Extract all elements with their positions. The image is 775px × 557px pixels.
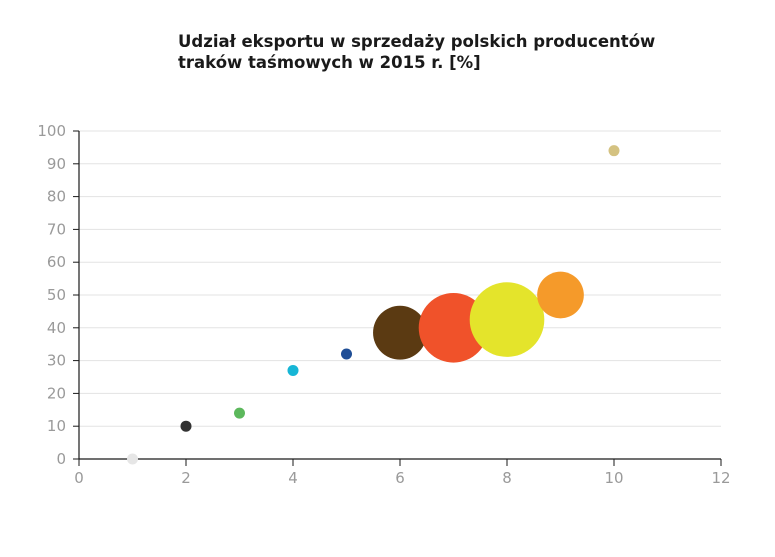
y-tick-label-0: 0 <box>56 450 66 468</box>
bubble-10 <box>608 145 620 157</box>
y-tick-label-40: 40 <box>47 319 66 337</box>
y-tick-label-20: 20 <box>47 384 66 402</box>
chart-title-line-1: Udział eksportu w sprzedaży polskich pro… <box>178 32 656 51</box>
x-tick-label-2: 2 <box>181 469 191 487</box>
bubble-4 <box>287 364 299 376</box>
chart-title-line-2: traków taśmowych w 2015 r. [%] <box>178 53 481 72</box>
x-tick-label-4: 4 <box>288 469 298 487</box>
x-tick-label-12: 12 <box>711 469 730 487</box>
y-tick-label-90: 90 <box>47 155 66 173</box>
bubbles <box>127 145 620 465</box>
y-tick-labels: 0 10 20 30 40 50 60 70 80 90 100 <box>37 122 66 468</box>
y-tick-label-50: 50 <box>47 286 66 304</box>
bubble-9 <box>537 271 584 319</box>
axes <box>73 130 722 466</box>
x-tick-label-10: 10 <box>604 469 623 487</box>
bubble-2 <box>180 420 192 432</box>
bubble-8 <box>469 282 545 357</box>
x-tick-label-6: 6 <box>395 469 405 487</box>
y-tick-label-100: 100 <box>37 122 66 140</box>
bubble-5 <box>341 348 352 360</box>
y-tick-label-70: 70 <box>47 220 66 238</box>
chart-title: Udział eksportu w sprzedaży polskich pro… <box>178 31 698 73</box>
gridlines <box>79 130 721 427</box>
bubble-1 <box>127 453 138 465</box>
x-tick-label-0: 0 <box>74 469 84 487</box>
y-tick-label-80: 80 <box>47 188 66 206</box>
y-tick-label-30: 30 <box>47 352 66 370</box>
bubble-3 <box>234 407 245 419</box>
bubble-6 <box>373 305 427 360</box>
x-tick-label-8: 8 <box>502 469 512 487</box>
y-tick-label-60: 60 <box>47 253 66 271</box>
y-tick-label-10: 10 <box>47 417 66 435</box>
x-tick-labels: 0 2 4 6 8 10 12 <box>74 469 730 487</box>
